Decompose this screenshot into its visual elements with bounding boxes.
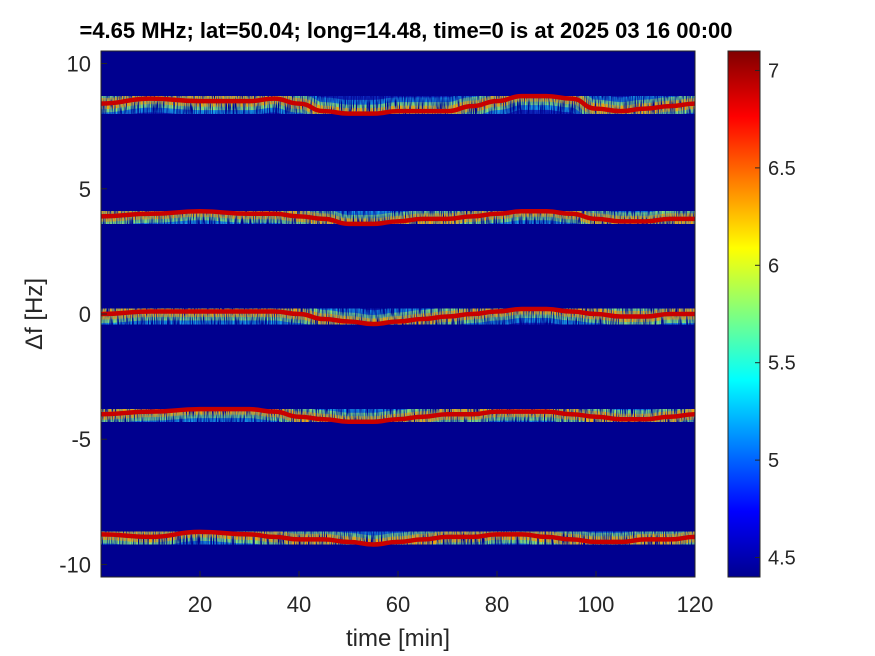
- colorbar-frame: [727, 50, 761, 578]
- y-tick-label: 0: [79, 302, 91, 327]
- colorbar-tick-label: 6: [768, 255, 779, 277]
- x-tick-label: 100: [578, 592, 615, 617]
- x-tick-label: 40: [287, 592, 311, 617]
- x-tick-label: 120: [677, 592, 714, 617]
- y-axis-label: Δf [Hz]: [21, 278, 48, 350]
- colorbar-ticks: 7 6.5 6 5.5 5 4.5: [727, 50, 796, 578]
- colorbar: [728, 51, 760, 577]
- x-tick-label: 60: [386, 592, 410, 617]
- band-2: [101, 290, 695, 343]
- band-3-layer-4: [101, 406, 695, 424]
- colorbar-tick-label: 5: [768, 450, 779, 472]
- x-axis: 20 40 60 80 100 120: [100, 50, 714, 617]
- x-tick-label: 20: [188, 592, 212, 617]
- band-1: [101, 193, 695, 242]
- band-0-layer-4: [101, 93, 695, 116]
- colorbar-tick-label: 4.5: [768, 548, 796, 570]
- band-3: [101, 391, 695, 440]
- band-2-layer-4: [101, 306, 695, 327]
- band-4-layer-4: [101, 529, 695, 547]
- x-axis-label: time [min]: [346, 625, 450, 652]
- y-tick-label: 5: [79, 177, 91, 202]
- colorbar-tick-label: 7: [768, 60, 779, 82]
- chart-title: =4.65 MHz; lat=50.04; long=14.48, time=0…: [79, 18, 732, 43]
- y-tick-label: 10: [67, 52, 91, 77]
- y-tick-label: -5: [71, 427, 91, 452]
- x-tick-label: 80: [485, 592, 509, 617]
- band-4: [101, 513, 695, 563]
- spectrogram-bands: [101, 78, 695, 563]
- band-0: [101, 78, 695, 132]
- colorbar-tick-label: 5.5: [768, 353, 796, 375]
- colorbar-tick-label: 6.5: [768, 158, 796, 180]
- y-tick-label: -10: [59, 552, 91, 577]
- y-axis: 10 5 0 -5 -10: [59, 52, 107, 577]
- band-1-layer-4: [101, 209, 695, 227]
